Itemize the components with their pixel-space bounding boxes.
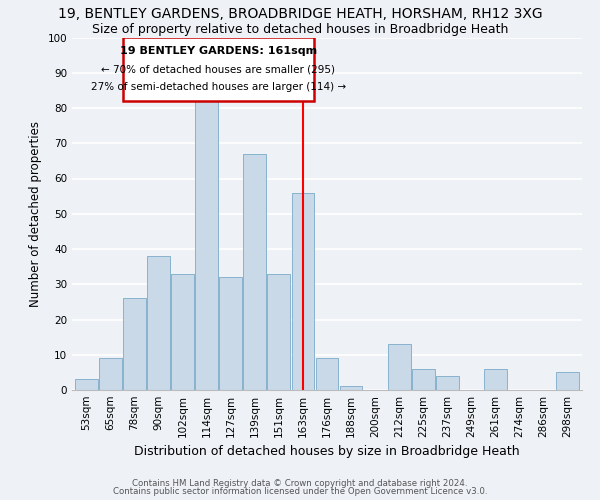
Bar [268,274,290,390]
Text: 19, BENTLEY GARDENS, BROADBRIDGE HEATH, HORSHAM, RH12 3XG: 19, BENTLEY GARDENS, BROADBRIDGE HEATH, … [58,8,542,22]
Text: Contains HM Land Registry data © Crown copyright and database right 2024.: Contains HM Land Registry data © Crown c… [132,478,468,488]
Text: Size of property relative to detached houses in Broadbridge Heath: Size of property relative to detached ho… [92,22,508,36]
Text: Contains public sector information licensed under the Open Government Licence v3: Contains public sector information licen… [113,487,487,496]
Bar [484,369,507,390]
X-axis label: Distribution of detached houses by size in Broadbridge Heath: Distribution of detached houses by size … [134,446,520,458]
Bar [244,154,266,390]
Bar [316,358,338,390]
Bar [147,256,170,390]
Bar [195,101,218,390]
Bar [388,344,410,390]
Bar [412,369,434,390]
Bar [436,376,459,390]
Bar [292,192,314,390]
Bar [220,277,242,390]
Bar [123,298,146,390]
Text: 27% of semi-detached houses are larger (114) →: 27% of semi-detached houses are larger (… [91,82,346,92]
Bar [556,372,579,390]
Text: 19 BENTLEY GARDENS: 161sqm: 19 BENTLEY GARDENS: 161sqm [119,46,317,56]
Text: ← 70% of detached houses are smaller (295): ← 70% of detached houses are smaller (29… [101,64,335,74]
Bar [340,386,362,390]
Bar [122,38,314,101]
Bar [75,380,98,390]
Y-axis label: Number of detached properties: Number of detached properties [29,120,42,306]
Bar [99,358,122,390]
Bar [171,274,194,390]
